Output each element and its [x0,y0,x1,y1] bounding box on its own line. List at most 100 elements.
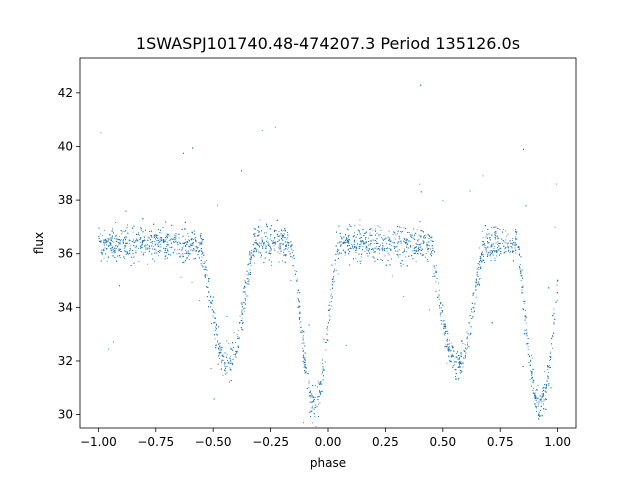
data-point [459,361,460,363]
data-point [290,241,292,243]
data-point [353,258,354,260]
data-point [232,342,234,344]
data-point [460,370,462,372]
data-point [406,243,408,244]
data-point [345,241,347,243]
data-point [408,240,410,242]
data-point [184,249,186,251]
data-point [438,298,440,300]
data-point [245,295,247,297]
data-point [111,252,113,253]
data-point [295,273,296,275]
data-point [219,350,221,352]
data-point [285,230,286,231]
data-point [225,367,226,369]
data-point [100,251,102,253]
data-point [522,308,524,309]
data-point [150,235,152,237]
data-point [280,233,282,235]
data-point [171,238,172,240]
data-point [337,248,338,250]
data-point [399,249,401,251]
data-point [202,239,204,240]
data-point [412,258,414,260]
data-point [420,242,422,244]
data-point [360,243,362,245]
data-point [475,289,477,291]
data-point [225,370,226,372]
data-point [532,390,534,391]
data-point [242,329,244,331]
data-point [217,340,218,342]
data-point [401,260,403,262]
data-point [494,246,496,247]
data-point [459,362,461,364]
data-point [268,245,269,246]
data-point [306,373,308,374]
data-point [523,303,525,305]
data-point [515,238,516,240]
data-point [209,301,211,303]
data-point [466,338,468,340]
data-point [357,261,358,263]
data-point [198,250,200,252]
data-point [125,245,127,247]
data-point [282,260,283,262]
data-point [415,250,417,252]
data-point [256,235,258,237]
data-point [258,230,260,232]
data-point [105,248,107,250]
data-point [411,255,413,257]
data-point [247,295,249,297]
data-point [494,251,496,253]
data-point [158,242,160,244]
data-point [277,251,279,253]
data-point [432,276,434,277]
data-point [465,356,466,358]
data-point [103,239,104,241]
data-point [409,232,411,234]
data-point [473,292,475,294]
data-point [525,317,527,319]
data-point [360,263,361,264]
data-point [365,237,367,239]
data-point [201,253,203,255]
data-point [103,248,105,250]
data-point [374,251,376,253]
data-point [137,234,139,235]
data-point [518,246,519,248]
data-point [516,244,517,246]
data-point [271,264,272,266]
data-point [140,226,142,228]
data-point [193,242,194,243]
data-point [536,401,538,403]
data-point [299,317,301,318]
data-point [486,233,488,235]
data-point [491,244,493,246]
data-point [395,234,397,236]
data-point [395,246,397,248]
data-point [337,273,339,275]
data-point [515,234,517,236]
data-point [541,393,543,395]
data-point [338,258,339,260]
data-point [204,275,206,277]
data-point [179,242,181,244]
data-point [140,246,141,248]
data-point [243,287,245,289]
data-point [304,357,306,358]
data-point [478,278,480,280]
data-point [329,318,331,320]
data-point [403,227,405,229]
data-point [523,301,525,302]
data-point [520,256,522,258]
data-point [404,248,406,250]
data-point [529,379,531,380]
data-point [139,237,141,238]
data-point [298,305,300,307]
data-point [224,362,225,363]
data-point [119,235,120,237]
data-point [299,292,301,293]
data-point [520,272,522,274]
data-point [140,237,142,239]
